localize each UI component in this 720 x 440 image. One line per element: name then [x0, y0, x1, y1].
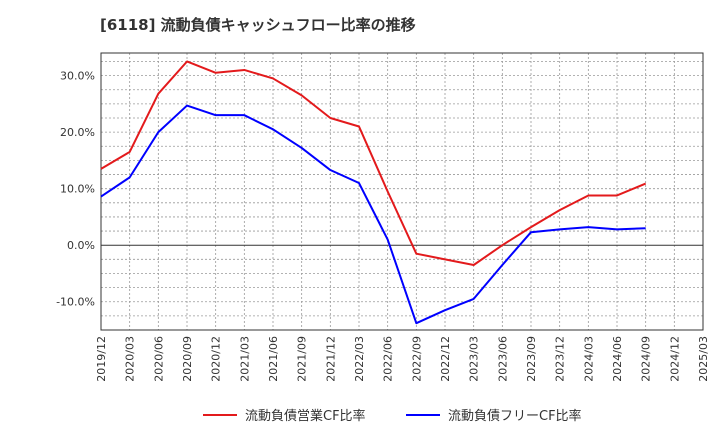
x-tick-label: 2021/12	[324, 336, 337, 382]
legend: 流動負債営業CF比率 流動負債フリーCF比率	[203, 408, 582, 424]
y-tick-label: 20.0%	[60, 126, 95, 139]
x-tick-label: 2023/12	[554, 336, 567, 382]
chart-title: [6118] 流動負債キャッシュフロー比率の推移	[100, 16, 416, 34]
x-tick-label: 2021/06	[267, 336, 280, 382]
y-tick-label: -10.0%	[56, 296, 95, 309]
plot-area	[100, 52, 704, 331]
x-tick-label: 2019/12	[95, 336, 108, 382]
x-tick-label: 2020/06	[152, 336, 165, 382]
series-line-2	[100, 104, 646, 325]
x-tick-label: 2022/03	[353, 336, 366, 382]
x-tick-label: 2024/06	[611, 336, 624, 382]
x-tick-label: 2021/09	[296, 336, 309, 382]
x-axis: 2019/12 2020/03 2020/06 2020/09 2020/12 2021/…	[95, 336, 710, 382]
x-tick-label: 2023/09	[525, 336, 538, 382]
x-tick-label: 2020/09	[181, 336, 194, 382]
y-tick-label: 10.0%	[60, 183, 95, 196]
series-lines	[100, 60, 647, 325]
x-tick-label: 2020/12	[210, 336, 223, 382]
y-tick-label: 0.0%	[67, 239, 95, 252]
series-line-1	[100, 60, 647, 266]
x-tick-label: 2025/03	[697, 336, 710, 382]
x-tick-label: 2022/09	[410, 336, 423, 382]
x-tick-label: 2023/03	[468, 336, 481, 382]
legend-label-2: 流動負債フリーCF比率	[448, 408, 582, 424]
grid-lines	[100, 53, 704, 331]
x-tick-label: 2021/03	[238, 336, 251, 382]
legend-label-1: 流動負債営業CF比率	[245, 408, 366, 424]
x-tick-label: 2023/06	[496, 336, 509, 382]
y-tick-label: 30.0%	[60, 70, 95, 83]
y-axis: 30.0% 20.0% 10.0% 0.0% -10.0%	[56, 70, 95, 309]
x-tick-label: 2024/12	[668, 336, 681, 382]
x-tick-label: 2020/03	[124, 336, 137, 382]
x-tick-label: 2022/12	[439, 336, 452, 382]
x-tick-label: 2022/06	[382, 336, 395, 382]
x-tick-label: 2024/09	[640, 336, 653, 382]
x-tick-label: 2024/03	[582, 336, 595, 382]
